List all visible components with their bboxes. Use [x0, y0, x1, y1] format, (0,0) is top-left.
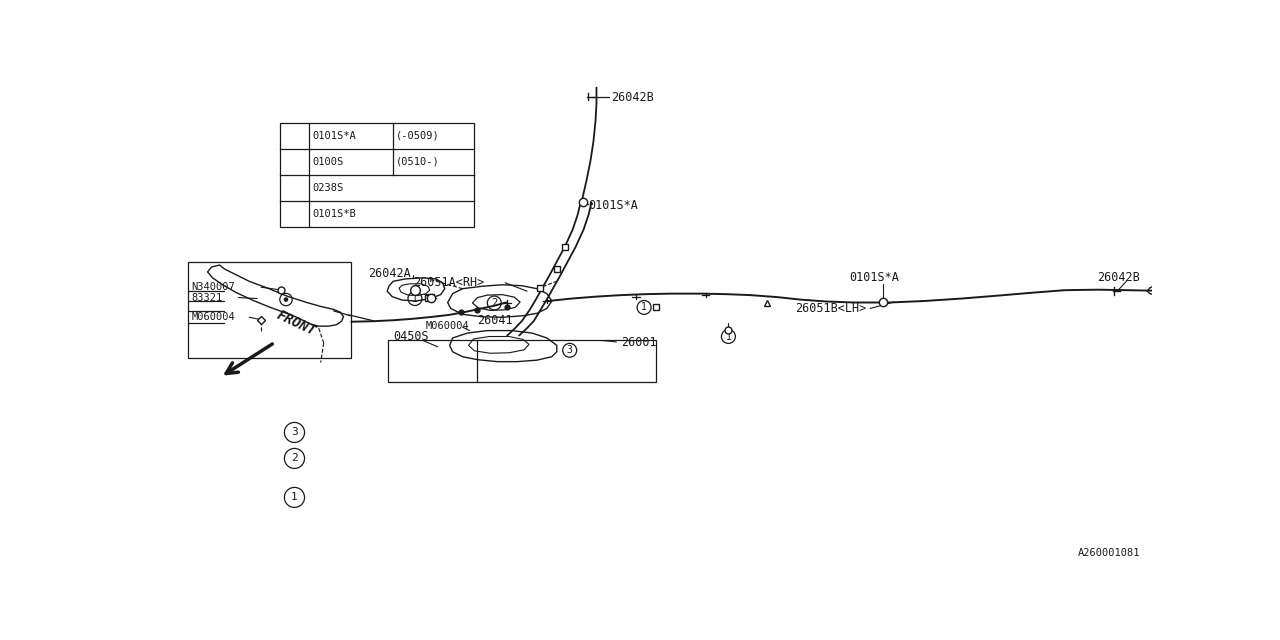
Text: M060004: M060004: [426, 321, 470, 331]
Text: M060004: M060004: [192, 312, 236, 323]
Text: 0101S*B: 0101S*B: [312, 209, 356, 219]
Text: 3: 3: [291, 428, 298, 438]
Text: 1: 1: [412, 294, 417, 303]
Text: 26051B<LH>: 26051B<LH>: [795, 302, 867, 315]
Text: 0101S*A: 0101S*A: [589, 200, 639, 212]
Bar: [188, 262, 352, 358]
Text: 2: 2: [291, 453, 298, 463]
Text: A260001081: A260001081: [1078, 548, 1140, 558]
Text: 26042B: 26042B: [1097, 271, 1140, 284]
Text: 26042B: 26042B: [612, 91, 654, 104]
Text: 1: 1: [291, 492, 298, 502]
Bar: [388, 340, 657, 382]
Bar: [280, 123, 474, 227]
Text: 83321: 83321: [192, 292, 223, 303]
Text: 2: 2: [492, 298, 498, 308]
Text: (0510-): (0510-): [397, 157, 440, 167]
Text: 1: 1: [726, 332, 731, 342]
Text: 0450S: 0450S: [393, 330, 429, 344]
Text: FRONT: FRONT: [275, 308, 319, 339]
Text: 0238S: 0238S: [312, 183, 344, 193]
Text: 1: 1: [641, 303, 646, 312]
Text: (-0509): (-0509): [397, 131, 440, 141]
Text: 26041: 26041: [477, 314, 513, 327]
Text: 0101S*A: 0101S*A: [850, 271, 900, 284]
Text: 0101S*A: 0101S*A: [312, 131, 356, 141]
Text: 26051A<RH>: 26051A<RH>: [413, 276, 484, 289]
Text: 26001: 26001: [621, 337, 657, 349]
Circle shape: [284, 297, 288, 302]
Text: N340007: N340007: [192, 282, 236, 292]
Text: 26042A: 26042A: [369, 268, 411, 280]
Text: 3: 3: [567, 346, 572, 355]
Text: 0100S: 0100S: [312, 157, 344, 167]
